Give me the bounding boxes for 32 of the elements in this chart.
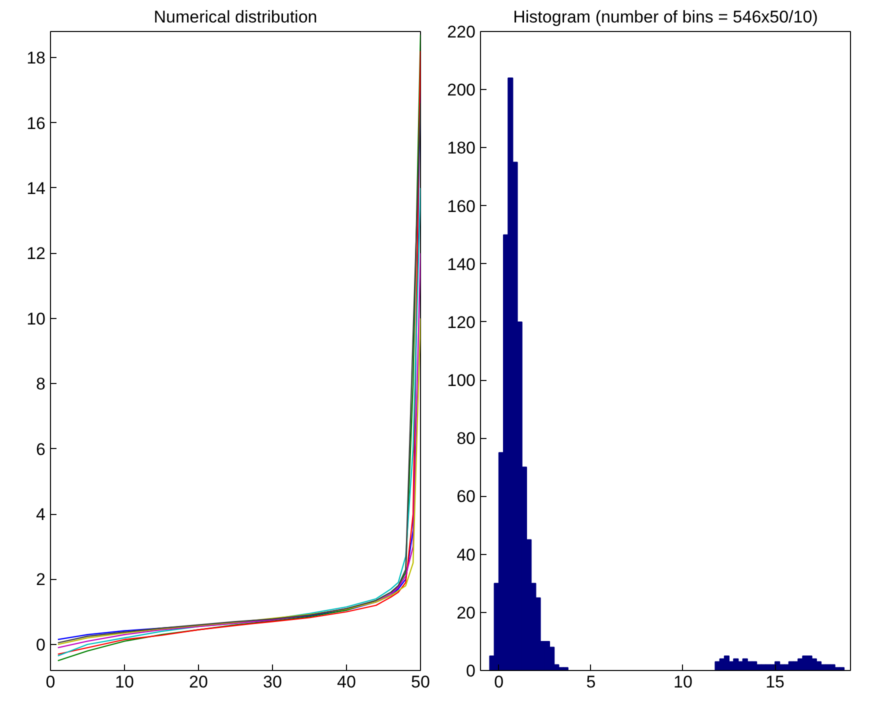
y-tick-label: 140 bbox=[447, 254, 476, 274]
chart-title: Numerical distribution bbox=[154, 8, 318, 26]
y-tick-label: 100 bbox=[447, 371, 476, 390]
y-tick-label: 18 bbox=[26, 48, 46, 68]
y-tick-label: 200 bbox=[447, 80, 476, 100]
x-tick-label: 50 bbox=[411, 672, 430, 692]
y-tick-label: 14 bbox=[26, 178, 46, 198]
y-tick-label: 60 bbox=[456, 487, 476, 506]
x-tick-label: 15 bbox=[766, 672, 784, 692]
y-tick-label: 2 bbox=[36, 570, 46, 590]
x-tick-label: 5 bbox=[586, 672, 596, 692]
x-tick-label: 10 bbox=[674, 672, 692, 692]
chart-title: Histogram (number of bins = 546x50/10) bbox=[513, 8, 818, 26]
y-tick-label: 0 bbox=[36, 635, 46, 654]
y-tick-label: 16 bbox=[26, 114, 46, 133]
x-tick-label: 0 bbox=[494, 672, 504, 692]
y-tick-label: 160 bbox=[447, 196, 476, 216]
x-tick-label: 10 bbox=[115, 672, 134, 692]
y-tick-label: 220 bbox=[447, 22, 476, 42]
y-tick-label: 6 bbox=[36, 440, 46, 459]
x-tick-label: 30 bbox=[263, 672, 282, 692]
y-tick-label: 40 bbox=[456, 545, 476, 564]
y-tick-label: 120 bbox=[447, 312, 476, 332]
y-tick-label: 8 bbox=[36, 374, 46, 394]
y-tick-label: 20 bbox=[456, 603, 476, 622]
x-tick-label: 20 bbox=[189, 672, 208, 692]
y-tick-label: 80 bbox=[456, 429, 476, 448]
y-tick-label: 4 bbox=[36, 505, 46, 524]
x-tick-label: 40 bbox=[337, 672, 356, 692]
y-tick-label: 180 bbox=[447, 138, 476, 158]
y-tick-label: 12 bbox=[26, 244, 46, 264]
y-tick-label: 10 bbox=[26, 309, 46, 328]
